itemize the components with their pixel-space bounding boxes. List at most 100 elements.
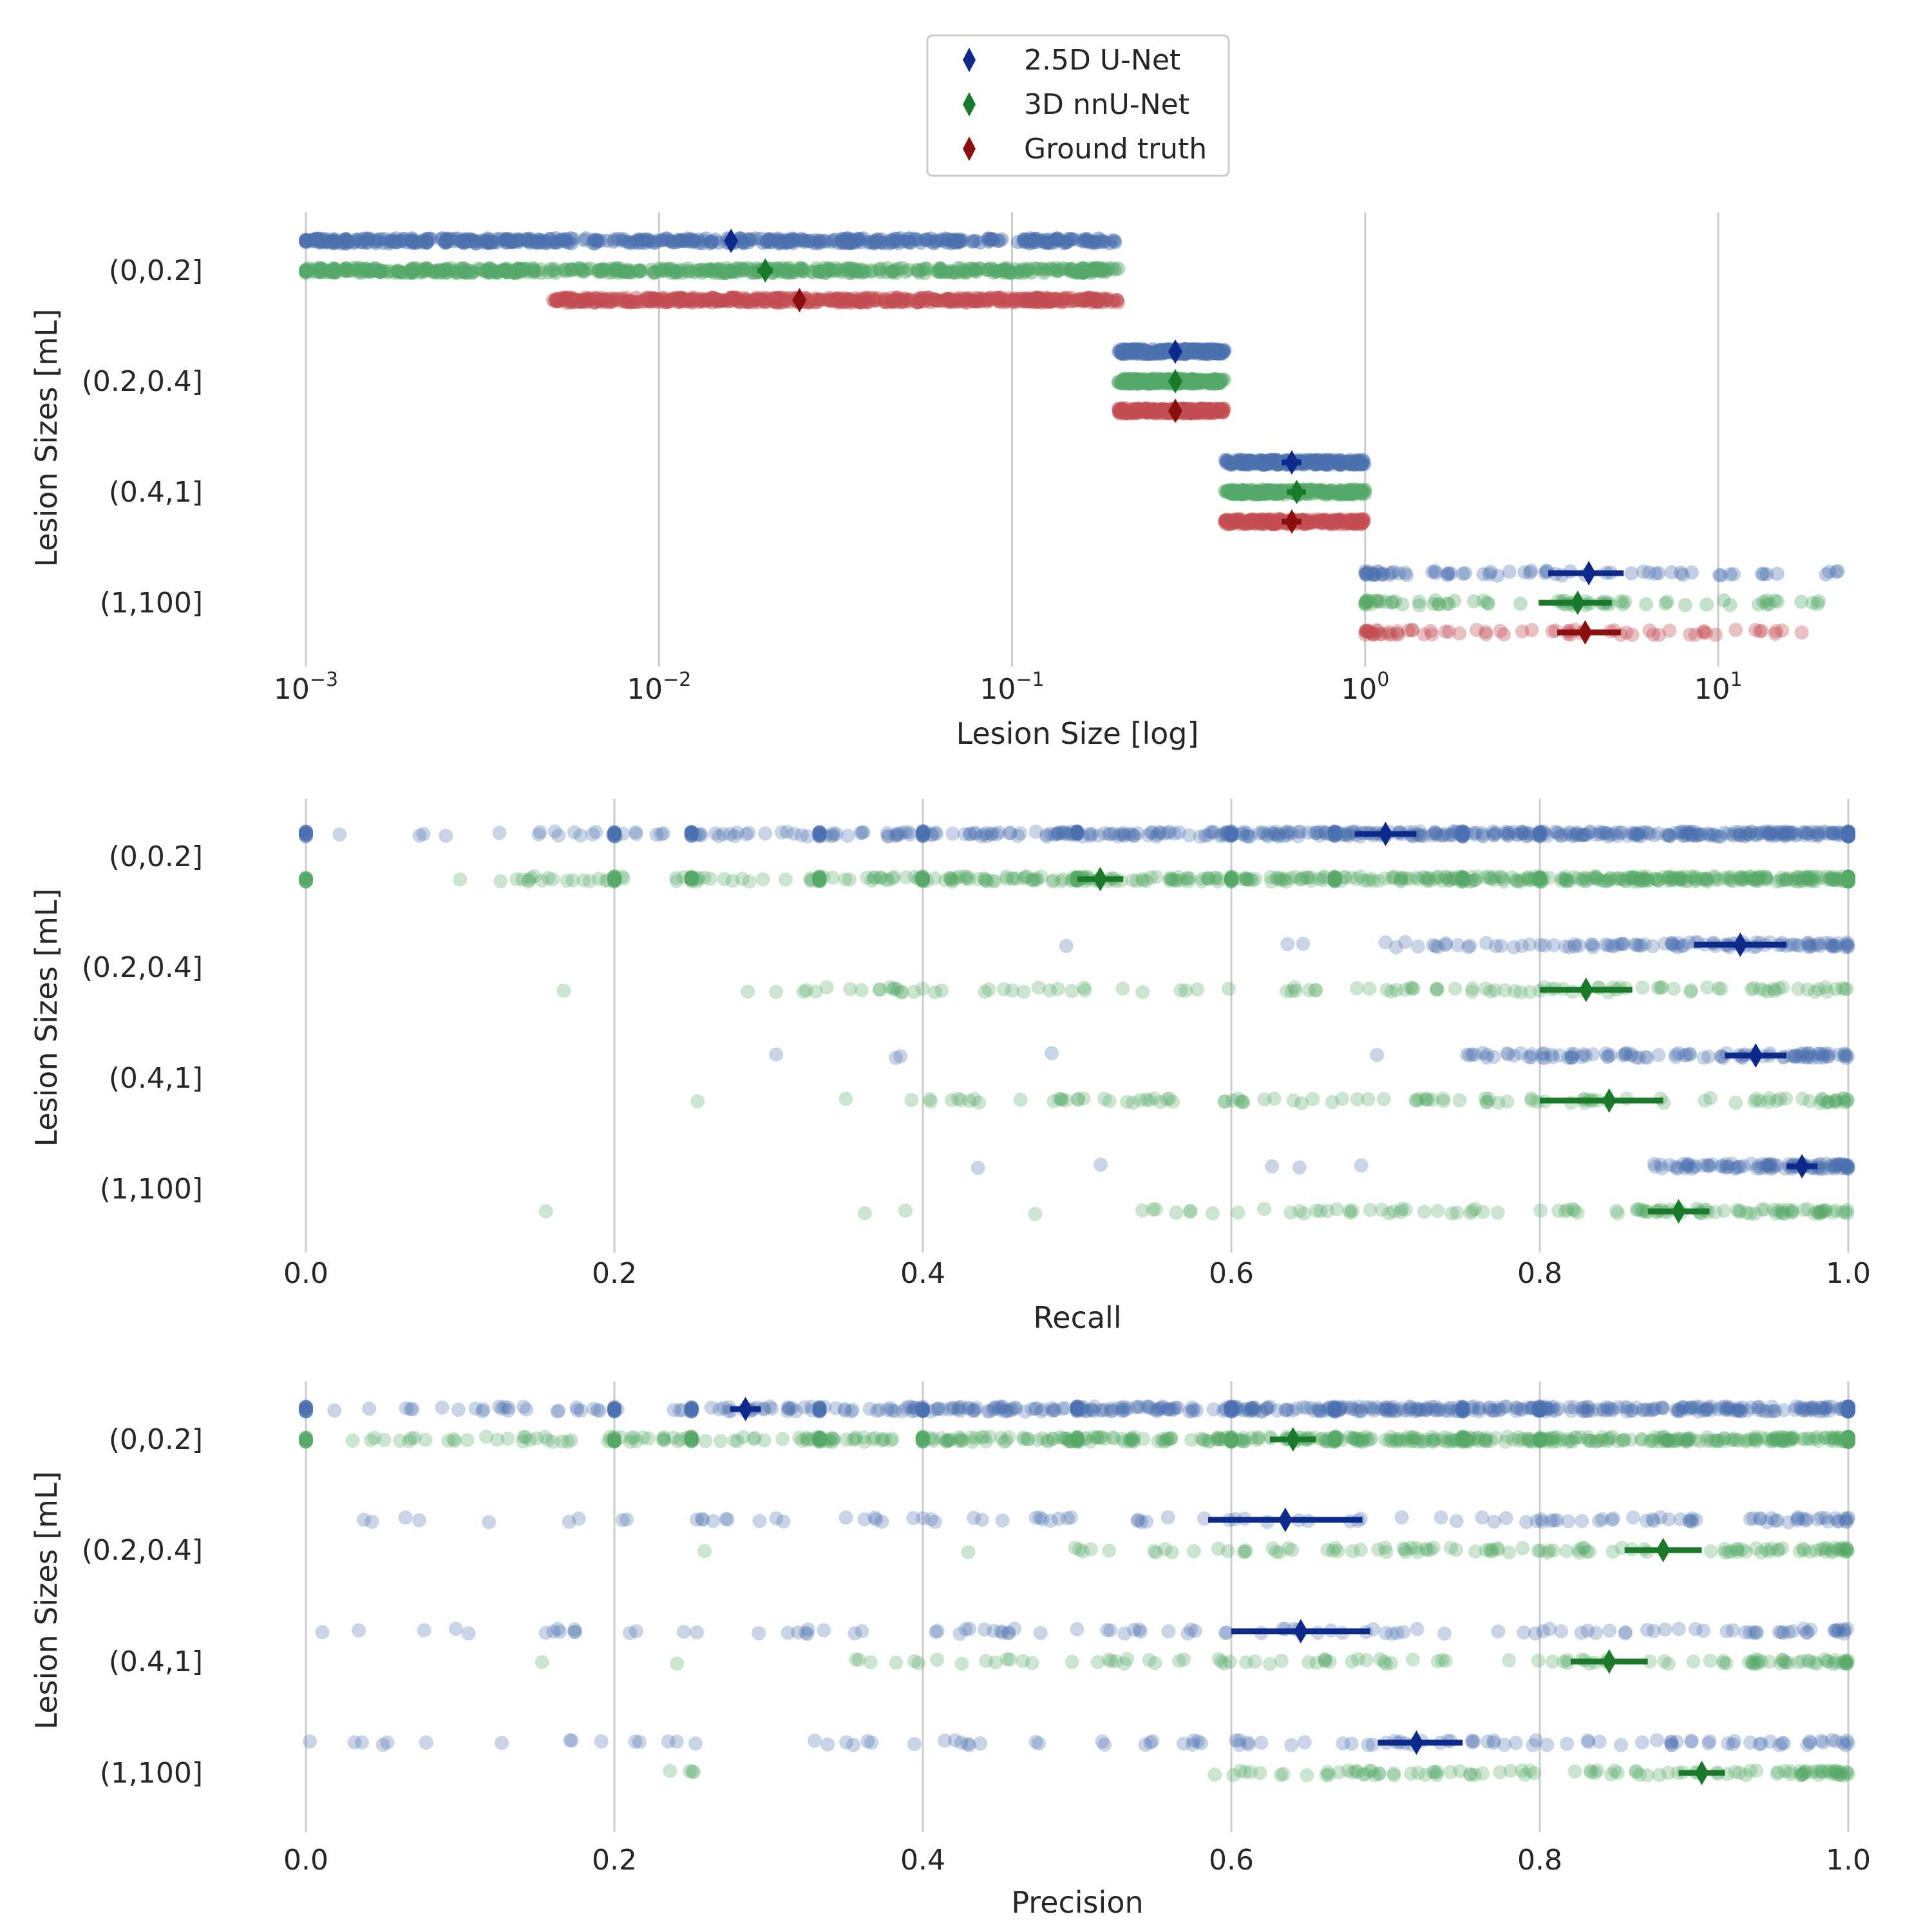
data-point [511,233,526,248]
data-point [1341,457,1356,471]
data-point [943,232,958,247]
data-point [1040,293,1055,308]
data-point [1752,981,1767,996]
data-point [1065,824,1079,839]
data-point [1306,454,1321,469]
data-point [439,828,453,843]
data-point [614,264,629,279]
data-point [798,233,813,248]
data-point [419,263,434,278]
data-point [589,233,604,248]
data-point [947,232,962,247]
data-point [717,265,732,280]
data-point [1138,346,1153,361]
data-point [927,236,942,251]
data-point [611,231,626,246]
data-point [313,264,328,279]
data-point [838,1092,853,1106]
data-point [405,233,420,248]
data-point [853,826,868,840]
data-point [348,234,363,249]
data-point [969,233,983,248]
data-point [1056,236,1071,251]
data-point [499,235,514,250]
data-point [1214,346,1229,361]
data-point [1184,342,1198,357]
data-point [1748,873,1763,888]
data-point [1215,345,1229,360]
data-point [1318,454,1332,469]
data-point [482,265,497,280]
data-point [1180,346,1195,361]
data-point [1046,232,1061,247]
data-point [1327,825,1342,840]
data-point [605,265,620,279]
data-point [1304,453,1319,468]
data-point [1350,456,1365,471]
legend-marker [963,137,976,161]
data-point [306,232,321,247]
data-point [439,232,454,247]
data-point [1210,375,1225,390]
data-point [987,262,1001,277]
data-point [853,232,867,247]
data-point [1546,938,1561,952]
data-point [1262,455,1276,469]
data-point [1600,1050,1615,1065]
data-point [969,294,984,308]
data-point [1041,235,1056,250]
data-point [1242,457,1256,471]
data-point [778,872,793,887]
data-point [966,234,981,249]
data-point [457,265,471,279]
data-point [1269,453,1284,468]
data-point [370,234,385,249]
data-point [1182,342,1197,357]
data-point [521,234,536,249]
data-point [867,236,882,251]
data-point [1334,457,1349,472]
data-point [405,231,420,246]
data-point [1198,344,1213,359]
data-point [321,234,336,249]
data-point [1179,871,1194,886]
data-point [482,265,497,279]
data-point [1359,567,1374,582]
legend-marker [963,92,976,117]
data-point [1133,346,1148,361]
data-point [1300,455,1314,469]
data-point [519,232,534,247]
data-point [848,235,863,250]
data-point [573,828,588,843]
data-point [1126,1095,1141,1110]
data-point [1271,457,1285,472]
data-point [1313,456,1328,471]
data-point [1768,623,1783,638]
data-point [1190,342,1205,357]
data-point [1712,567,1727,582]
data-point [367,234,382,249]
data-point [1376,567,1390,582]
data-point [1189,342,1204,357]
data-point [1651,1048,1666,1063]
data-point [361,232,375,247]
data-point [1700,597,1714,612]
data-point [1348,457,1363,472]
data-point [457,234,471,249]
data-point [577,233,592,248]
data-point [1271,455,1286,469]
data-point [393,234,408,249]
data-point [984,233,999,248]
data-point [898,870,913,885]
data-point [1253,453,1268,468]
data-point [499,265,514,279]
data-point [717,871,732,886]
data-point [813,233,828,248]
data-point [486,235,501,250]
data-point [1341,454,1356,469]
data-point [1048,232,1063,247]
data-point [758,826,773,841]
data-point [1242,455,1256,470]
data-point [1107,826,1122,841]
data-point [1217,343,1232,357]
